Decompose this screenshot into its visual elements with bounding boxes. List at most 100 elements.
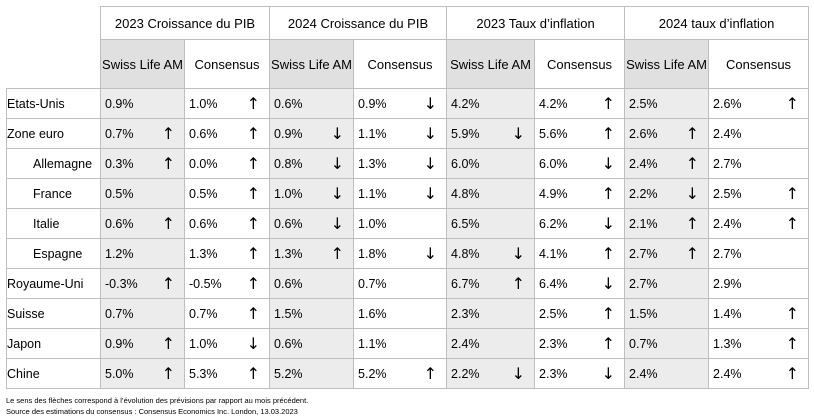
consensus-value-cell: 1.8% ↓ [353,238,448,269]
forecast-value: 1.6% [358,306,387,321]
consensus-value-cell: 6.2% ↓ [534,208,626,239]
arrow-up-icon: ↑ [785,183,800,203]
arrow-up-icon: ↑ [785,303,800,323]
country-label: Espagne [6,238,101,269]
country-label: Royaume-Uni [6,268,101,299]
arrow-down-icon: ↓ [330,153,345,173]
arrow-down-icon: ↓ [246,333,261,353]
consensus-value-cell: 2.4% ↑ [708,208,810,239]
consensus-value-cell: 1.3% ↑ [708,328,810,359]
arrow-up-icon: ↑ [685,213,700,233]
forecast-value: 0.6% [189,216,218,231]
consensus-value-cell: 0.7% ↑ [183,298,271,329]
arrow-up-icon: ↑ [785,213,800,233]
forecast-value: 2.6% [713,96,742,111]
forecast-value: 0.6% [274,336,303,351]
forecast-value: 0.9% [274,126,303,141]
forecast-value: 2.5% [629,96,658,111]
consensus-value-cell: 1.6% [353,298,448,329]
swisslife-value-cell: 2.4% [624,358,710,389]
swisslife-value-cell: 2.4% [446,328,536,359]
table-row: Espagne 1.2% 1.3% ↑ 1.3% ↑ 1.8% ↓ 4.8% ↓ 4.1% ↑ 2.7%… [6,238,810,269]
arrow-down-icon: ↓ [511,363,526,383]
forecast-value: -0.5% [189,276,222,291]
forecast-value: 0.6% [274,276,303,291]
arrow-up-icon: ↑ [246,243,261,263]
forecast-value: 4.2% [451,96,480,111]
sub-header-consensus: Consensus [353,39,448,89]
forecast-value: 1.5% [629,306,658,321]
consensus-value-cell: 1.4% ↑ [708,298,810,329]
consensus-value-cell: 6.0% ↓ [534,148,626,179]
sub-header-swisslife: Swiss Life AM [100,39,185,89]
forecast-value: 2.4% [629,366,658,381]
swisslife-value-cell: 6.0% [446,148,536,179]
consensus-value-cell: 0.6% ↑ [183,118,271,149]
arrow-up-icon: ↑ [161,363,175,383]
forecast-table: 2023 Croissance du PIB 2024 Croissance d… [6,6,810,389]
swisslife-value-cell: 2.6% ↑ [624,118,710,149]
arrow-up-icon: ↑ [330,243,345,263]
swisslife-value-cell: 0.7% ↑ [100,118,185,149]
swisslife-value-cell: 0.3% ↑ [100,148,185,179]
forecast-value: 2.3% [539,366,568,381]
arrow-up-icon: ↑ [246,363,261,383]
swisslife-value-cell: 0.7% [100,298,185,329]
arrow-down-icon: ↓ [423,243,438,263]
swisslife-value-cell: 0.6% [269,88,355,119]
consensus-value-cell: -0.5% ↑ [183,268,271,299]
swisslife-value-cell: 1.2% [100,238,185,269]
forecast-value: 5.2% [358,366,387,381]
swisslife-value-cell: 5.0% ↑ [100,358,185,389]
consensus-value-cell: 2.7% [708,238,810,269]
consensus-value-cell: 4.1% ↑ [534,238,626,269]
forecast-value: 5.3% [189,366,218,381]
table-row: Allemagne 0.3% ↑ 0.0% ↑ 0.8% ↓ 1.3% ↓ 6.0% 6.0% ↓ 2.… [6,148,810,179]
consensus-value-cell: 2.6% ↑ [708,88,810,119]
sub-header-consensus: Consensus [708,39,810,89]
arrow-down-icon: ↓ [511,123,526,143]
country-label: Suisse [6,298,101,329]
arrow-up-icon: ↑ [601,303,616,323]
consensus-value-cell: 5.2% ↑ [353,358,448,389]
sub-header-row: Swiss Life AM Consensus Swiss Life AM Co… [7,39,810,89]
consensus-value-cell: 4.9% ↑ [534,178,626,209]
forecast-value: 6.4% [539,276,568,291]
forecast-value: 2.7% [713,246,742,261]
forecast-value: 0.5% [105,186,134,201]
table-row: Zone euro 0.7% ↑ 0.6% ↑ 0.9% ↓ 1.1% ↓ 5.9% ↓ 5.6% ↑ 2… [6,118,810,149]
arrow-up-icon: ↑ [423,363,438,383]
arrow-up-icon: ↑ [161,333,175,353]
table-body: Etats-Unis 0.9% 1.0% ↑ 0.6% 0.9% ↓ 4.2% 4.2% ↑ 2.5… [6,88,810,389]
consensus-value-cell: 1.1% [353,328,448,359]
forecast-value: 2.6% [629,126,658,141]
forecast-value: 2.2% [451,366,480,381]
forecast-value: 6.0% [539,156,568,171]
forecast-value: 2.7% [629,276,658,291]
corner-cell [7,40,101,89]
group-header: 2024 Croissance du PIB [269,6,448,40]
forecast-value: 2.2% [629,186,658,201]
consensus-value-cell: 2.3% ↑ [534,328,626,359]
consensus-value-cell: 2.7% [708,148,810,179]
forecast-value: 0.6% [105,216,134,231]
forecast-value: 1.3% [189,246,218,261]
swisslife-value-cell: 2.2% ↓ [446,358,536,389]
swisslife-value-cell: 0.8% ↓ [269,148,355,179]
country-label: Zone euro [6,118,101,149]
forecast-value: 1.0% [189,336,218,351]
consensus-value-cell: 2.3% ↓ [534,358,626,389]
forecast-value: 2.4% [713,366,742,381]
forecast-value: 1.1% [358,126,387,141]
swisslife-value-cell: 5.9% ↓ [446,118,536,149]
swisslife-value-cell: 1.3% ↑ [269,238,355,269]
arrow-down-icon: ↓ [601,153,616,173]
consensus-value-cell: 0.7% [353,268,448,299]
forecast-value: 0.7% [105,306,134,321]
forecast-value: 0.6% [274,96,303,111]
swisslife-value-cell: 2.2% ↓ [624,178,710,209]
forecast-value: 6.0% [451,156,480,171]
consensus-value-cell: 1.0% [353,208,448,239]
consensus-value-cell: 1.3% ↑ [183,238,271,269]
arrow-up-icon: ↑ [685,123,700,143]
